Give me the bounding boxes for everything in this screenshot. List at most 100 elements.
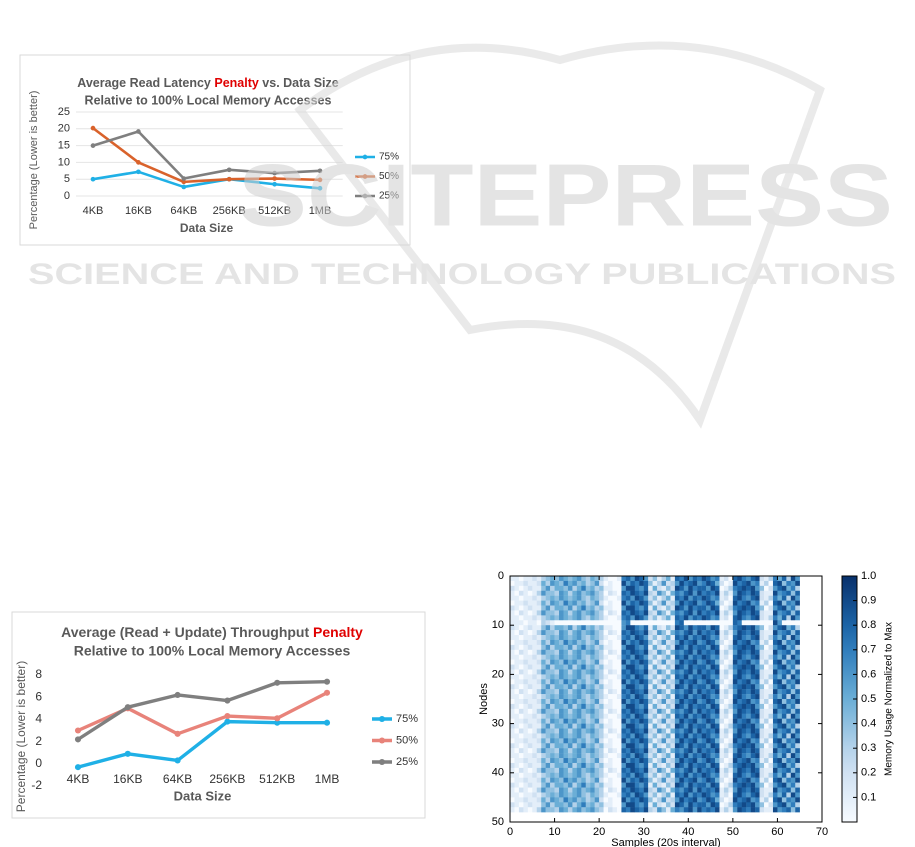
heatmap-cell — [688, 659, 693, 665]
heatmap-cell — [612, 758, 618, 764]
heatmap-cell — [741, 639, 747, 646]
heatmap-cell — [621, 708, 627, 714]
heatmap-cell — [715, 703, 720, 710]
heatmap-cell — [510, 777, 515, 783]
heatmap-cell — [576, 797, 582, 803]
heatmap-cell — [737, 600, 742, 606]
heatmap-cell — [666, 782, 671, 788]
heatmap-cell — [755, 782, 760, 788]
heatmap-cell — [710, 610, 716, 616]
heatmap-cell — [746, 644, 751, 650]
heatmap-cell — [532, 792, 537, 798]
heatmap-cell — [732, 733, 738, 739]
heatmap-cell — [737, 659, 742, 665]
heatmap-cell — [786, 728, 791, 734]
heatmap-cell — [545, 625, 551, 631]
heatmap-cell — [621, 699, 627, 705]
heatmap-cell — [545, 644, 551, 650]
heatmap-cell — [706, 600, 711, 606]
heatmap-cell — [719, 782, 725, 788]
heatmap-cell — [616, 689, 622, 695]
heatmap-cell — [527, 644, 533, 650]
heatmap-cell — [781, 684, 787, 690]
heatmap-cell — [741, 762, 747, 769]
heatmap-cell — [603, 777, 609, 783]
heatmap-cell — [781, 649, 787, 655]
heatmap-cell — [666, 694, 671, 700]
heatmap-cell — [661, 615, 667, 621]
heatmap-cell — [639, 590, 644, 596]
heatmap-cell — [510, 797, 515, 803]
heatmap-cell — [559, 620, 564, 626]
heatmap-cell — [643, 635, 649, 641]
heatmap-cell — [768, 664, 774, 670]
heatmap-cell — [625, 585, 631, 591]
heatmap-cell — [594, 758, 600, 764]
heatmap-cell — [523, 802, 529, 808]
heatmap-cell — [554, 630, 560, 636]
heatmap-cell — [781, 585, 787, 591]
heatmap-cell — [786, 644, 791, 650]
heatmap-cell — [692, 595, 698, 601]
heatmap-cell — [688, 625, 693, 631]
heatmap-cell — [639, 600, 644, 606]
heatmap-cell — [625, 654, 631, 660]
heatmap-cell — [554, 762, 560, 769]
x-tick-label: 0 — [507, 826, 513, 838]
heatmap-cell — [559, 644, 564, 650]
heatmap-cell — [657, 644, 662, 650]
heatmap-cell — [648, 625, 653, 631]
heatmap-cell — [510, 679, 515, 685]
heatmap-cell — [795, 703, 800, 710]
heatmap-cell — [657, 743, 662, 749]
heatmap-cell — [723, 664, 729, 670]
heatmap-cell — [697, 767, 702, 773]
heatmap-cell — [576, 605, 582, 611]
heatmap-cell — [719, 738, 725, 744]
heatmap-cell — [732, 630, 738, 636]
heatmap-cell — [523, 679, 529, 685]
heatmap-cell — [616, 639, 622, 646]
heatmap-cell — [777, 649, 783, 655]
heatmap-cell — [661, 610, 667, 616]
heatmap-cell — [554, 635, 560, 641]
heatmap-cell — [679, 679, 685, 685]
heatmap-cell — [554, 664, 560, 670]
heatmap-cell — [795, 639, 800, 646]
heatmap-cell — [559, 639, 564, 646]
heatmap-cell — [772, 713, 778, 719]
heatmap-cell — [764, 610, 769, 616]
heatmap-cell — [764, 703, 769, 710]
y-tick-label: 8 — [35, 667, 42, 681]
heatmap-cell — [679, 807, 685, 813]
heatmap-cell — [728, 748, 734, 754]
heatmap-cell — [652, 669, 658, 675]
heatmap-cell — [692, 639, 698, 646]
heatmap-cell — [527, 595, 533, 601]
heatmap-cell — [563, 639, 569, 646]
heatmap-cell — [590, 713, 595, 719]
data-point — [174, 730, 181, 737]
heatmap-cell — [790, 713, 796, 719]
heatmap-cell — [701, 699, 707, 705]
heatmap-cell — [666, 585, 671, 591]
heatmap-cell — [746, 782, 751, 788]
heatmap-cell — [737, 630, 742, 636]
heatmap-cell — [728, 605, 734, 611]
heatmap-cell — [532, 659, 537, 665]
heatmap-cell — [523, 762, 529, 769]
heatmap-cell — [777, 802, 783, 808]
heatmap-cell — [594, 718, 600, 724]
colorbar-tick-label: 0.1 — [861, 791, 876, 803]
heatmap-cell — [688, 699, 693, 705]
heatmap-cell — [777, 762, 783, 769]
heatmap-cell — [541, 580, 546, 587]
heatmap-cell — [550, 792, 555, 798]
heatmap-cell — [666, 792, 671, 798]
heatmap-cell — [795, 762, 800, 769]
heatmap-cell — [777, 728, 783, 734]
heatmap-cell — [527, 703, 533, 710]
heatmap-cell — [746, 738, 751, 744]
heatmap-cell — [523, 639, 529, 646]
heatmap-cell — [701, 689, 707, 695]
